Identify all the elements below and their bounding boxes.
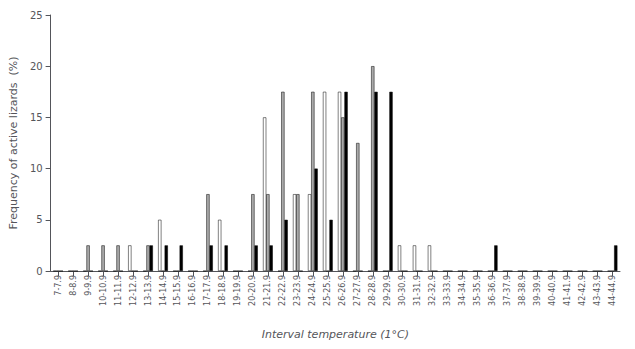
svg-text:23-23.9: 23-23.9	[293, 275, 302, 306]
svg-text:26-26.9: 26-26.9	[338, 275, 347, 306]
svg-text:18-18.9: 18-18.9	[218, 275, 227, 306]
svg-text:0: 0	[36, 266, 42, 277]
svg-text:33-33.9: 33-33.9	[443, 275, 452, 306]
svg-text:10: 10	[30, 163, 43, 174]
svg-text:12-12.9: 12-12.9	[129, 275, 138, 306]
svg-text:39-39.9: 39-39.9	[533, 275, 542, 306]
svg-text:30-30.9: 30-30.9	[398, 275, 407, 306]
svg-text:Interval temperature (1°C): Interval temperature (1°C)	[262, 328, 409, 341]
svg-text:19-19.9: 19-19.9	[233, 275, 242, 306]
svg-text:29-29.9: 29-29.9	[383, 275, 392, 306]
svg-text:38-38.9: 38-38.9	[518, 275, 527, 306]
svg-text:43-43.9: 43-43.9	[593, 275, 602, 306]
svg-text:37-37.9: 37-37.9	[503, 275, 512, 306]
svg-text:25-25.9: 25-25.9	[323, 275, 332, 306]
svg-text:20-20.9: 20-20.9	[248, 275, 257, 306]
svg-text:8-8.9: 8-8.9	[69, 275, 78, 296]
svg-text:9-9.9: 9-9.9	[84, 275, 93, 296]
svg-text:31-31.9: 31-31.9	[413, 275, 422, 306]
svg-text:10-10.9: 10-10.9	[99, 275, 108, 306]
svg-text:7-7.9: 7-7.9	[54, 275, 63, 296]
svg-text:24-24.9: 24-24.9	[308, 275, 317, 306]
svg-text:15-15.9: 15-15.9	[173, 275, 182, 306]
svg-text:28-28.9: 28-28.9	[368, 275, 377, 306]
svg-text:22-22.9: 22-22.9	[278, 275, 287, 306]
svg-text:34-34.9: 34-34.9	[458, 275, 467, 306]
svg-text:14-14.9: 14-14.9	[159, 275, 168, 306]
svg-text:5: 5	[36, 214, 42, 225]
svg-text:16-16.9: 16-16.9	[188, 275, 197, 306]
svg-text:35-35.9: 35-35.9	[473, 275, 482, 306]
svg-text:42-42.9: 42-42.9	[578, 275, 587, 306]
svg-text:32-32.9: 32-32.9	[428, 275, 437, 306]
svg-text:25: 25	[30, 10, 43, 21]
svg-text:15: 15	[30, 112, 43, 123]
svg-text:41-41.9: 41-41.9	[563, 275, 572, 306]
svg-text:20: 20	[30, 61, 43, 72]
svg-text:11-11.9: 11-11.9	[114, 275, 123, 306]
svg-text:13-13.9: 13-13.9	[144, 275, 153, 306]
svg-text:40-40.9: 40-40.9	[548, 275, 557, 306]
svg-text:21-21.9: 21-21.9	[263, 275, 272, 306]
svg-text:44-44.9: 44-44.9	[608, 275, 617, 306]
svg-text:Frequency of active lizards (: Frequency of active lizards (%)	[7, 56, 20, 229]
svg-text:36-36.9: 36-36.9	[488, 275, 497, 306]
svg-text:17-17.9: 17-17.9	[203, 275, 212, 306]
svg-text:27-27.9: 27-27.9	[353, 275, 362, 306]
